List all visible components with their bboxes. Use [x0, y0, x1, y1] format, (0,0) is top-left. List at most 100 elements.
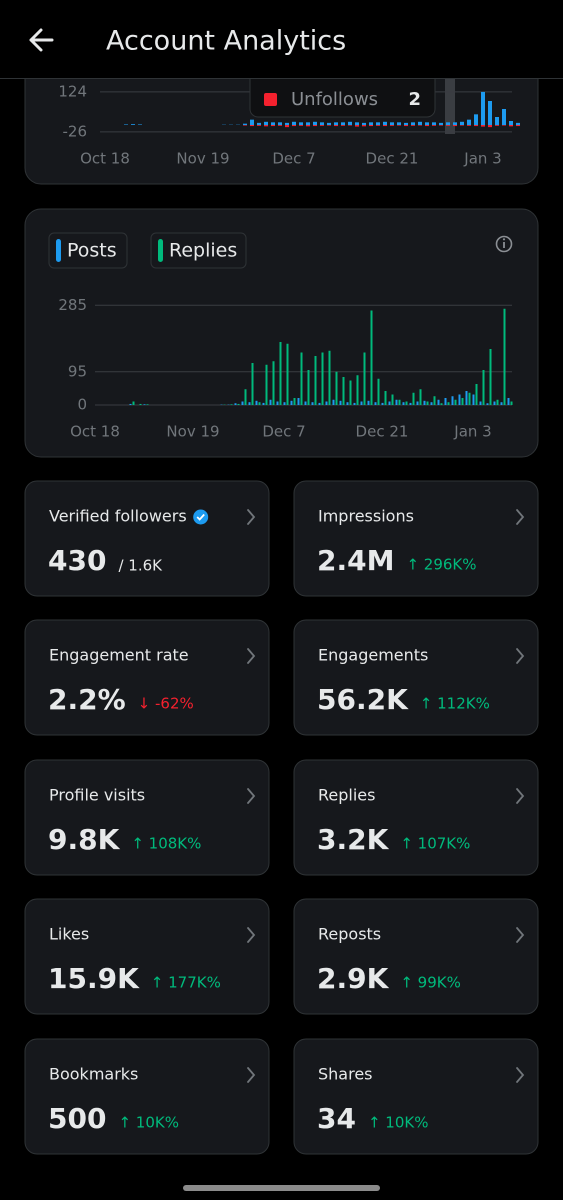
metric-card[interactable]: Engagements 56.2K ↑ 112K%	[293, 619, 539, 736]
bar	[447, 402, 450, 405]
chevron-icon	[247, 509, 256, 525]
bar	[495, 117, 499, 125]
legend-label: Replies	[169, 240, 237, 262]
bar	[369, 125, 373, 127]
bar	[397, 125, 401, 126]
metric-card[interactable]: Bookmarks 500 ↑ 10K%	[24, 1038, 270, 1155]
bar	[286, 343, 289, 405]
metric-card[interactable]: Impressions 2.4M ↑ 296K%	[293, 480, 539, 597]
y-tick-label: -26	[63, 122, 88, 140]
bar	[475, 384, 478, 405]
x-tick-label: Oct 18	[70, 423, 120, 441]
bar	[307, 370, 310, 405]
bar	[278, 122, 282, 125]
x-tick-label: Dec 7	[272, 150, 315, 168]
bar	[131, 124, 135, 125]
metric-change: ↑ 10K%	[368, 1114, 429, 1132]
bar	[262, 402, 265, 405]
metric-title: Verified followers	[49, 507, 187, 526]
bar	[433, 396, 436, 405]
metric-card-bg[interactable]	[293, 898, 539, 1015]
bar	[311, 402, 314, 405]
metric-card-bg[interactable]	[24, 1038, 270, 1155]
bar	[334, 125, 338, 127]
bar	[257, 125, 261, 126]
metric-card-bg[interactable]	[293, 480, 539, 597]
metric-value: 3.2K	[317, 823, 390, 856]
metric-card-bg[interactable]	[24, 480, 270, 597]
metric-card[interactable]: Verified followers 430 / 1.6K	[24, 480, 270, 597]
bar	[453, 125, 457, 127]
info-icon[interactable]	[495, 235, 513, 253]
bar	[257, 122, 261, 125]
bar	[440, 403, 443, 405]
y-tick-label: 124	[58, 82, 87, 100]
bar	[237, 403, 240, 405]
metric-card[interactable]: Engagement rate 2.2% ↓ -62%	[24, 619, 270, 736]
info-icon-dot[interactable]	[502, 238, 506, 241]
bar	[425, 122, 429, 125]
bar	[416, 401, 419, 405]
bar	[467, 119, 471, 125]
bar	[503, 308, 506, 405]
header-bar	[0, 0, 563, 78]
x-tick-label: Nov 19	[176, 150, 229, 168]
bar	[264, 121, 268, 125]
bar	[402, 402, 405, 405]
metric-card-bg[interactable]	[293, 759, 539, 876]
legend-swatch	[158, 239, 163, 262]
legend-chip[interactable]	[150, 232, 247, 269]
bar	[321, 352, 324, 405]
bar	[509, 125, 513, 127]
hover-highlight	[445, 78, 455, 134]
bar	[299, 125, 303, 126]
bar	[432, 125, 436, 126]
metric-value: 2.4M	[317, 544, 394, 577]
metric-value: 15.9K	[48, 962, 140, 995]
metric-card[interactable]: Likes 15.9K ↑ 177K%	[24, 898, 270, 1015]
bar	[411, 125, 415, 126]
metric-card[interactable]: Replies 3.2K ↑ 107K%	[293, 759, 539, 876]
bar	[383, 121, 387, 125]
metric-card-bg[interactable]	[24, 759, 270, 876]
chevron-icon	[247, 927, 256, 943]
chevron-icon	[247, 788, 256, 804]
metric-title: Engagements	[318, 646, 428, 665]
bar	[488, 101, 492, 125]
metric-card[interactable]: Profile visits 9.8K ↑ 108K%	[24, 759, 270, 876]
metric-card-bg[interactable]	[24, 619, 270, 736]
metric-change: ↑ 99K%	[400, 974, 461, 992]
bar	[398, 399, 401, 405]
bar	[363, 352, 366, 405]
bar	[383, 125, 387, 127]
bar	[479, 401, 482, 405]
metric-change: ↑ 112K%	[420, 695, 490, 713]
bar	[395, 399, 398, 405]
back-arrow-icon[interactable]	[29, 28, 54, 52]
chevron-icon	[516, 648, 525, 664]
metric-card-bg[interactable]	[24, 898, 270, 1015]
legend-chip[interactable]	[48, 232, 128, 269]
metric-value: 430	[48, 544, 106, 577]
metric-card[interactable]: Reposts 2.9K ↑ 99K%	[293, 898, 539, 1015]
info-button[interactable]	[495, 235, 513, 253]
page-title: Account Analytics	[106, 26, 346, 57]
metric-title: Impressions	[318, 507, 414, 526]
bar	[370, 310, 373, 405]
bar	[451, 396, 454, 405]
bar	[437, 399, 440, 405]
bar	[374, 402, 377, 405]
bar	[468, 392, 471, 405]
bar	[453, 122, 457, 125]
metric-card-bg[interactable]	[293, 1038, 539, 1155]
legend-swatch	[56, 239, 61, 262]
bar	[278, 125, 282, 126]
bar	[251, 363, 254, 405]
bar	[439, 125, 443, 126]
bar	[348, 125, 352, 126]
metric-card-bg[interactable]	[293, 619, 539, 736]
home-indicator[interactable]	[183, 1185, 380, 1191]
back-button[interactable]	[29, 28, 54, 52]
metric-card[interactable]: Shares 34 ↑ 10K%	[293, 1038, 539, 1155]
bar	[276, 401, 279, 405]
